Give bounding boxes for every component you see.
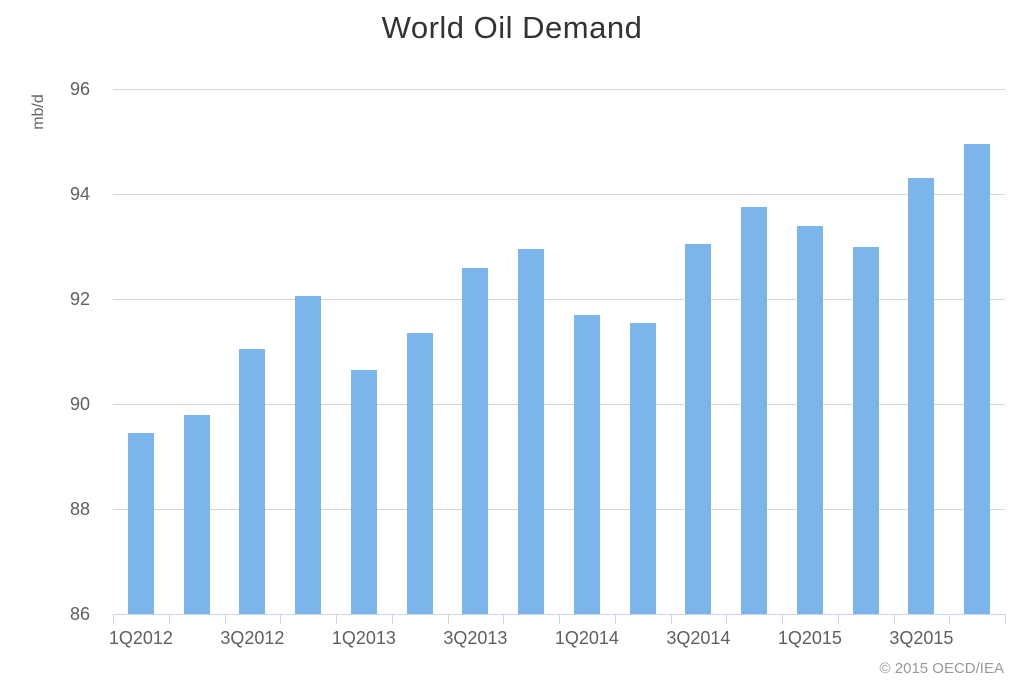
x-axis-label-3Q2012: 3Q2012 [220,628,285,648]
x-axis-tick [782,614,783,624]
x-axis-tick [113,614,114,624]
x-axis-label-1Q2014: 1Q2014 [554,628,619,648]
bar-3Q2014[interactable] [685,243,712,614]
bar-4Q2015[interactable] [964,144,991,614]
x-axis-tick [949,614,951,624]
y-axis-label-94: 94 [69,184,90,204]
x-axis-label-1Q2013: 1Q2013 [331,628,396,648]
x-axis-tick [837,614,839,624]
bar-4Q2014[interactable] [741,207,768,614]
gridline-90 [113,403,1005,405]
x-axis-tick [503,614,505,624]
y-axis-label-86: 86 [69,604,90,624]
bar-3Q2013[interactable] [462,267,489,614]
bar-2Q2012[interactable] [183,414,210,614]
bar-2Q2015[interactable] [852,246,879,614]
x-axis-tick [893,614,895,624]
credits-link[interactable]: © 2015 OECD/IEA [879,660,1004,677]
bar-3Q2012[interactable] [239,348,266,614]
bar-1Q2014[interactable] [573,314,600,614]
y-axis-label-88: 88 [69,499,90,519]
x-axis-tick [224,614,226,624]
bar-2Q2014[interactable] [629,322,656,614]
x-axis-tick [447,614,449,624]
gridline-92 [113,298,1005,300]
x-axis-label-3Q2013: 3Q2013 [443,628,508,648]
chart-title: World Oil Demand [381,10,643,45]
x-axis-tick [1005,614,1006,624]
gridline-96 [113,88,1005,90]
gridline-94 [113,193,1005,195]
x-axis-label-1Q2015: 1Q2015 [777,628,842,648]
x-axis-tick [336,614,337,624]
x-axis-label-1Q2012: 1Q2012 [108,628,173,648]
y-axis-label-92: 92 [69,289,90,309]
bar-1Q2013[interactable] [350,369,377,614]
bar-4Q2013[interactable] [518,249,545,614]
bar-1Q2012[interactable] [127,432,154,614]
x-axis-label-3Q2015: 3Q2015 [889,628,954,648]
x-axis-tick [280,614,282,624]
x-axis-tick [726,614,728,624]
x-axis-tick [670,614,672,624]
plot-area [113,88,1006,624]
x-axis-tick [391,614,393,624]
x-axis-tick [559,614,560,624]
bar-1Q2015[interactable] [796,225,823,614]
x-axis-label-3Q2014: 3Q2014 [666,628,731,648]
bar-2Q2013[interactable] [406,333,433,614]
y-axis-label-96: 96 [69,79,90,99]
gridline-88 [113,508,1005,510]
x-axis-tick [614,614,616,624]
y-axis-label-90: 90 [69,394,90,414]
bar-4Q2012[interactable] [295,296,322,614]
bar-3Q2015[interactable] [908,178,935,614]
x-axis-tick [168,614,170,624]
